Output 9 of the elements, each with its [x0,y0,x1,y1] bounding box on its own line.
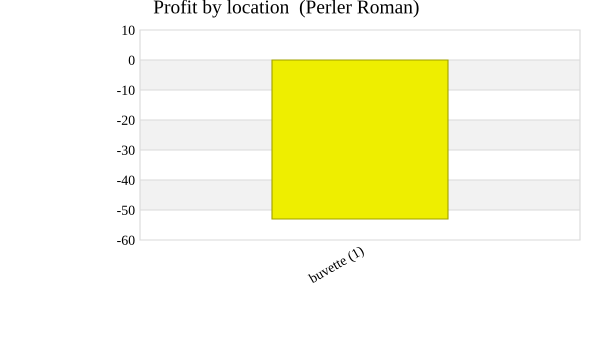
y-tick-label: -10 [117,86,135,95]
y-tick-label: -30 [117,146,135,155]
y-tick-label: -50 [117,206,135,215]
chart-title: Profit by location (Perler Roman) [154,0,419,18]
y-tick-label: 10 [122,26,135,35]
y-tick-label: -20 [117,116,135,125]
y-tick-label: -40 [117,176,135,185]
y-tick-label: 0 [128,56,135,65]
y-tick-label: -60 [117,236,135,245]
